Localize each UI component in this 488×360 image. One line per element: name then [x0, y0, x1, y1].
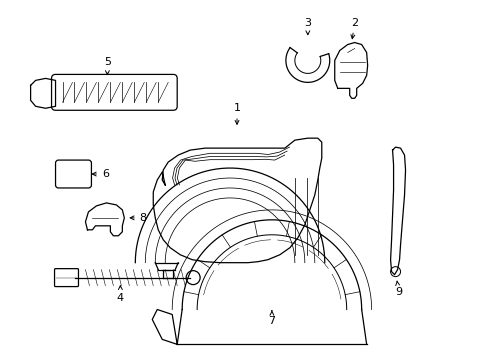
- Text: 6: 6: [92, 169, 109, 179]
- Text: 8: 8: [130, 213, 146, 223]
- Text: 3: 3: [304, 18, 311, 35]
- Text: 2: 2: [350, 18, 358, 39]
- Text: 5: 5: [103, 58, 111, 75]
- Text: 1: 1: [233, 103, 240, 124]
- Text: 9: 9: [394, 281, 401, 297]
- Text: 7: 7: [268, 311, 275, 327]
- Text: 4: 4: [117, 286, 123, 302]
